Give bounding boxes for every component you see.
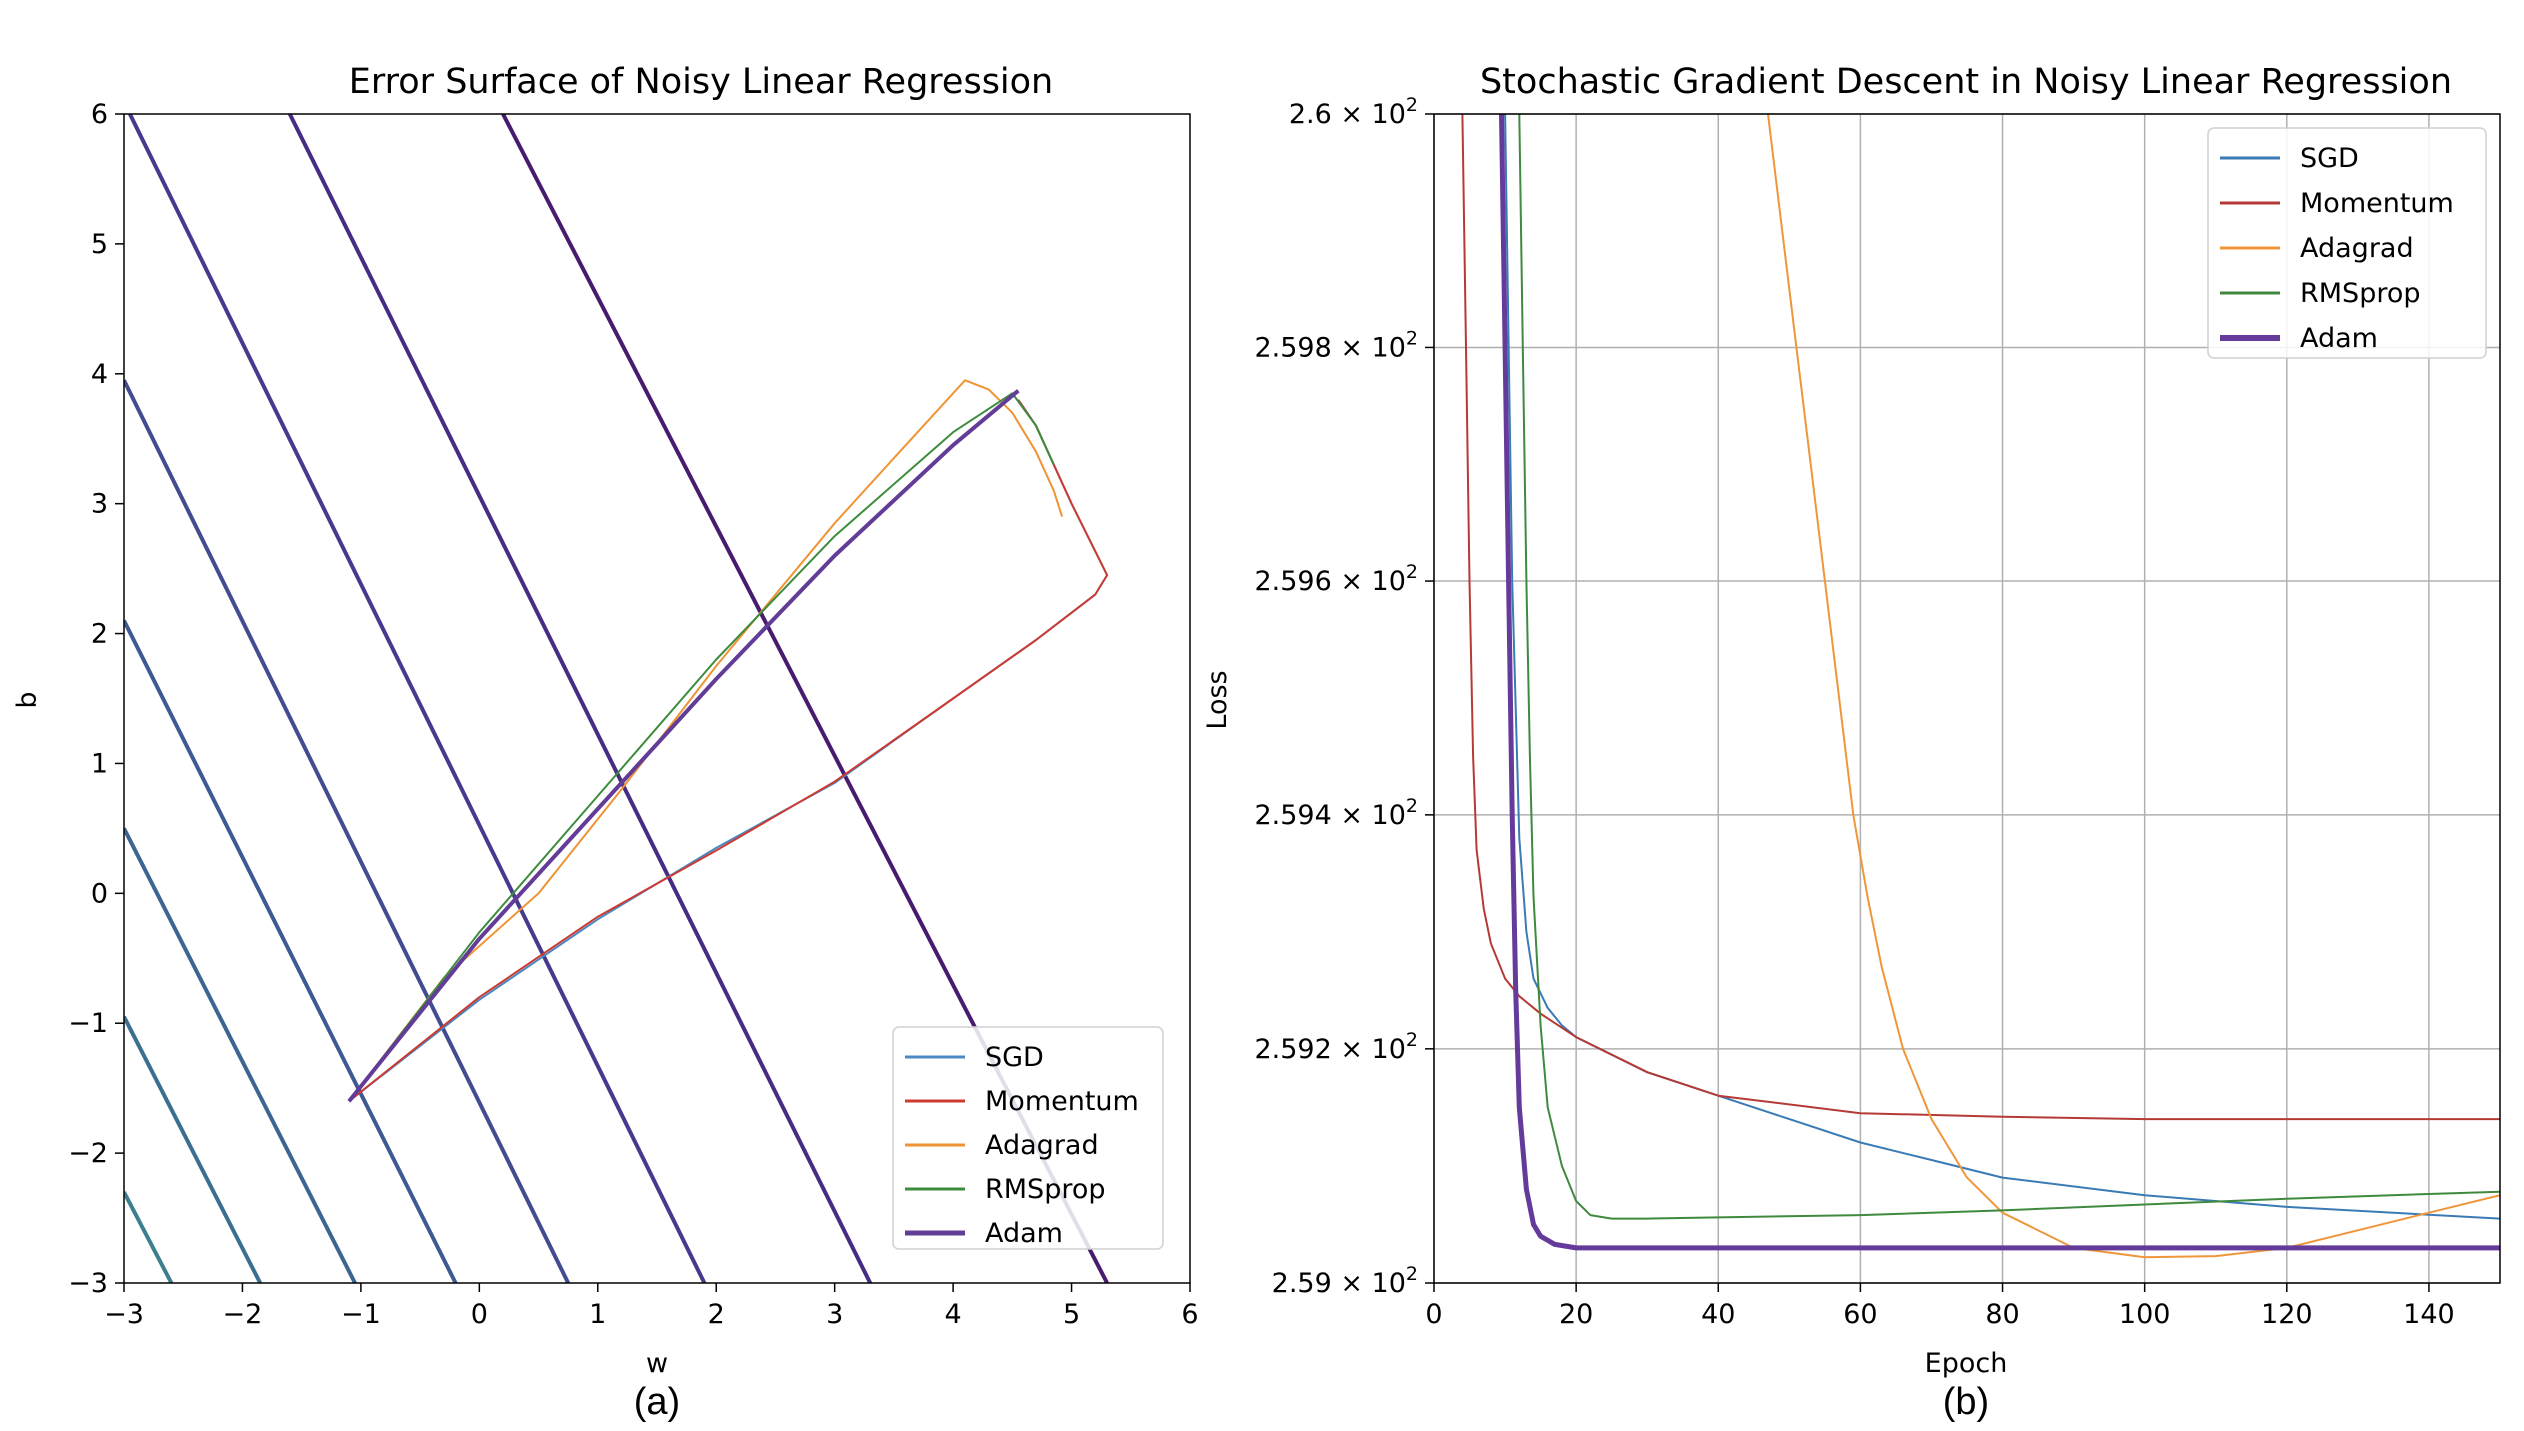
sgd-loss-panel: Stochastic Gradient Descent in Noisy Lin…: [1202, 62, 2501, 1423]
contour-line-5: [128, 114, 707, 1283]
legend-label-sgd: SGD: [985, 1042, 1044, 1073]
y-tick-label: −1: [68, 1008, 108, 1039]
x-tick-label: 0: [471, 1299, 488, 1330]
x-tick-label: 1: [589, 1299, 606, 1330]
y-tick-label: −2: [68, 1138, 108, 1169]
contour-line-4: [124, 379, 570, 1283]
x-tick-label: 80: [1985, 1299, 2019, 1330]
x-tick-label: −3: [104, 1299, 144, 1330]
panel-a-title: Error Surface of Noisy Linear Regression: [349, 62, 1054, 102]
loss-curve-adam: [1499, 114, 2500, 1251]
x-tick-label: −1: [341, 1299, 381, 1330]
panel-a-xlabel: w: [646, 1348, 668, 1379]
panel-b-plot-area: [1461, 114, 2500, 1259]
x-tick-label: 4: [945, 1299, 962, 1330]
y-tick-label: 2.6 × 102: [1289, 94, 1418, 130]
legend-label-rmsprop: RMSprop: [2300, 278, 2421, 309]
legend-label-adagrad: Adagrad: [2300, 233, 2414, 264]
x-tick-label: 3: [826, 1299, 843, 1330]
loss-curve-rmsprop: [1518, 114, 2500, 1220]
trajectory-adagrad: [348, 379, 1064, 1102]
x-tick-label: 20: [1559, 1299, 1593, 1330]
panel-b-legend: SGD Momentum Adagrad RMSprop Adam: [2207, 127, 2487, 359]
panel-a-frame: [123, 113, 1191, 1284]
contour-line-6: [288, 114, 872, 1283]
panel-b-caption: (b): [1943, 1381, 1989, 1423]
x-tick-label: −2: [223, 1299, 263, 1330]
x-tick-label: 100: [2119, 1299, 2171, 1330]
y-tick-label: 2.596 × 102: [1254, 561, 1418, 597]
y-tick-label: 4: [91, 359, 108, 390]
y-tick-label: −3: [68, 1268, 108, 1299]
legend-label-adam: Adam: [2300, 323, 2378, 354]
x-tick-label: 5: [1063, 1299, 1080, 1330]
x-tick-label: 6: [1181, 1299, 1198, 1330]
x-tick-label: 40: [1701, 1299, 1735, 1330]
x-tick-label: 60: [1843, 1299, 1877, 1330]
panel-a-ylabel: b: [12, 691, 43, 708]
panel-a-caption: (a): [634, 1381, 680, 1423]
trajectory-momentum: [348, 399, 1109, 1102]
trajectory-adam: [347, 389, 1020, 1103]
y-tick-label: 6: [91, 99, 108, 130]
panel-b-xlabel: Epoch: [1925, 1348, 2008, 1379]
y-tick-label: 2.592 × 102: [1254, 1029, 1418, 1065]
legend-label-adagrad: Adagrad: [985, 1130, 1099, 1161]
legend-box: [892, 1026, 1164, 1250]
loss-curve-momentum: [1461, 114, 2500, 1121]
error-surface-panel: Error Surface of Noisy Linear Regression…: [12, 62, 1199, 1423]
y-tick-label: 3: [91, 489, 108, 520]
y-tick-label: 2.59 × 102: [1272, 1263, 1418, 1299]
trajectory-rmsprop: [348, 392, 1055, 1102]
legend-label-rmsprop: RMSprop: [985, 1174, 1106, 1205]
legend-label-sgd: SGD: [2300, 143, 2359, 174]
panel-b-title: Stochastic Gradient Descent in Noisy Lin…: [1480, 62, 2452, 102]
y-tick-label: 0: [91, 878, 108, 909]
legend-label-adam: Adam: [985, 1218, 1063, 1249]
legend-label-momentum: Momentum: [2300, 188, 2454, 219]
legend-box: [2207, 127, 2487, 359]
x-tick-label: 120: [2261, 1299, 2313, 1330]
y-tick-label: 2: [91, 619, 108, 650]
x-tick-label: 0: [1425, 1299, 1442, 1330]
y-tick-label: 2.594 × 102: [1254, 795, 1418, 831]
panel-b-ylabel: Loss: [1202, 670, 1233, 729]
panel-a-legend: SGD Momentum Adagrad RMSprop Adam: [892, 1026, 1164, 1250]
y-tick-label: 1: [91, 748, 108, 779]
panel-b-frame: [1433, 113, 2501, 1284]
y-tick-label: 2.598 × 102: [1254, 327, 1418, 363]
y-tick-label: 5: [91, 229, 108, 260]
x-tick-label: 140: [2403, 1299, 2455, 1330]
contour-line-0: [124, 1191, 174, 1283]
contour-line-1: [124, 1015, 262, 1283]
panel-a-plot-area: [124, 114, 1109, 1283]
contour-line-3: [124, 619, 458, 1283]
x-tick-label: 2: [708, 1299, 725, 1330]
legend-label-momentum: Momentum: [985, 1086, 1139, 1117]
contour-line-2: [124, 827, 357, 1283]
